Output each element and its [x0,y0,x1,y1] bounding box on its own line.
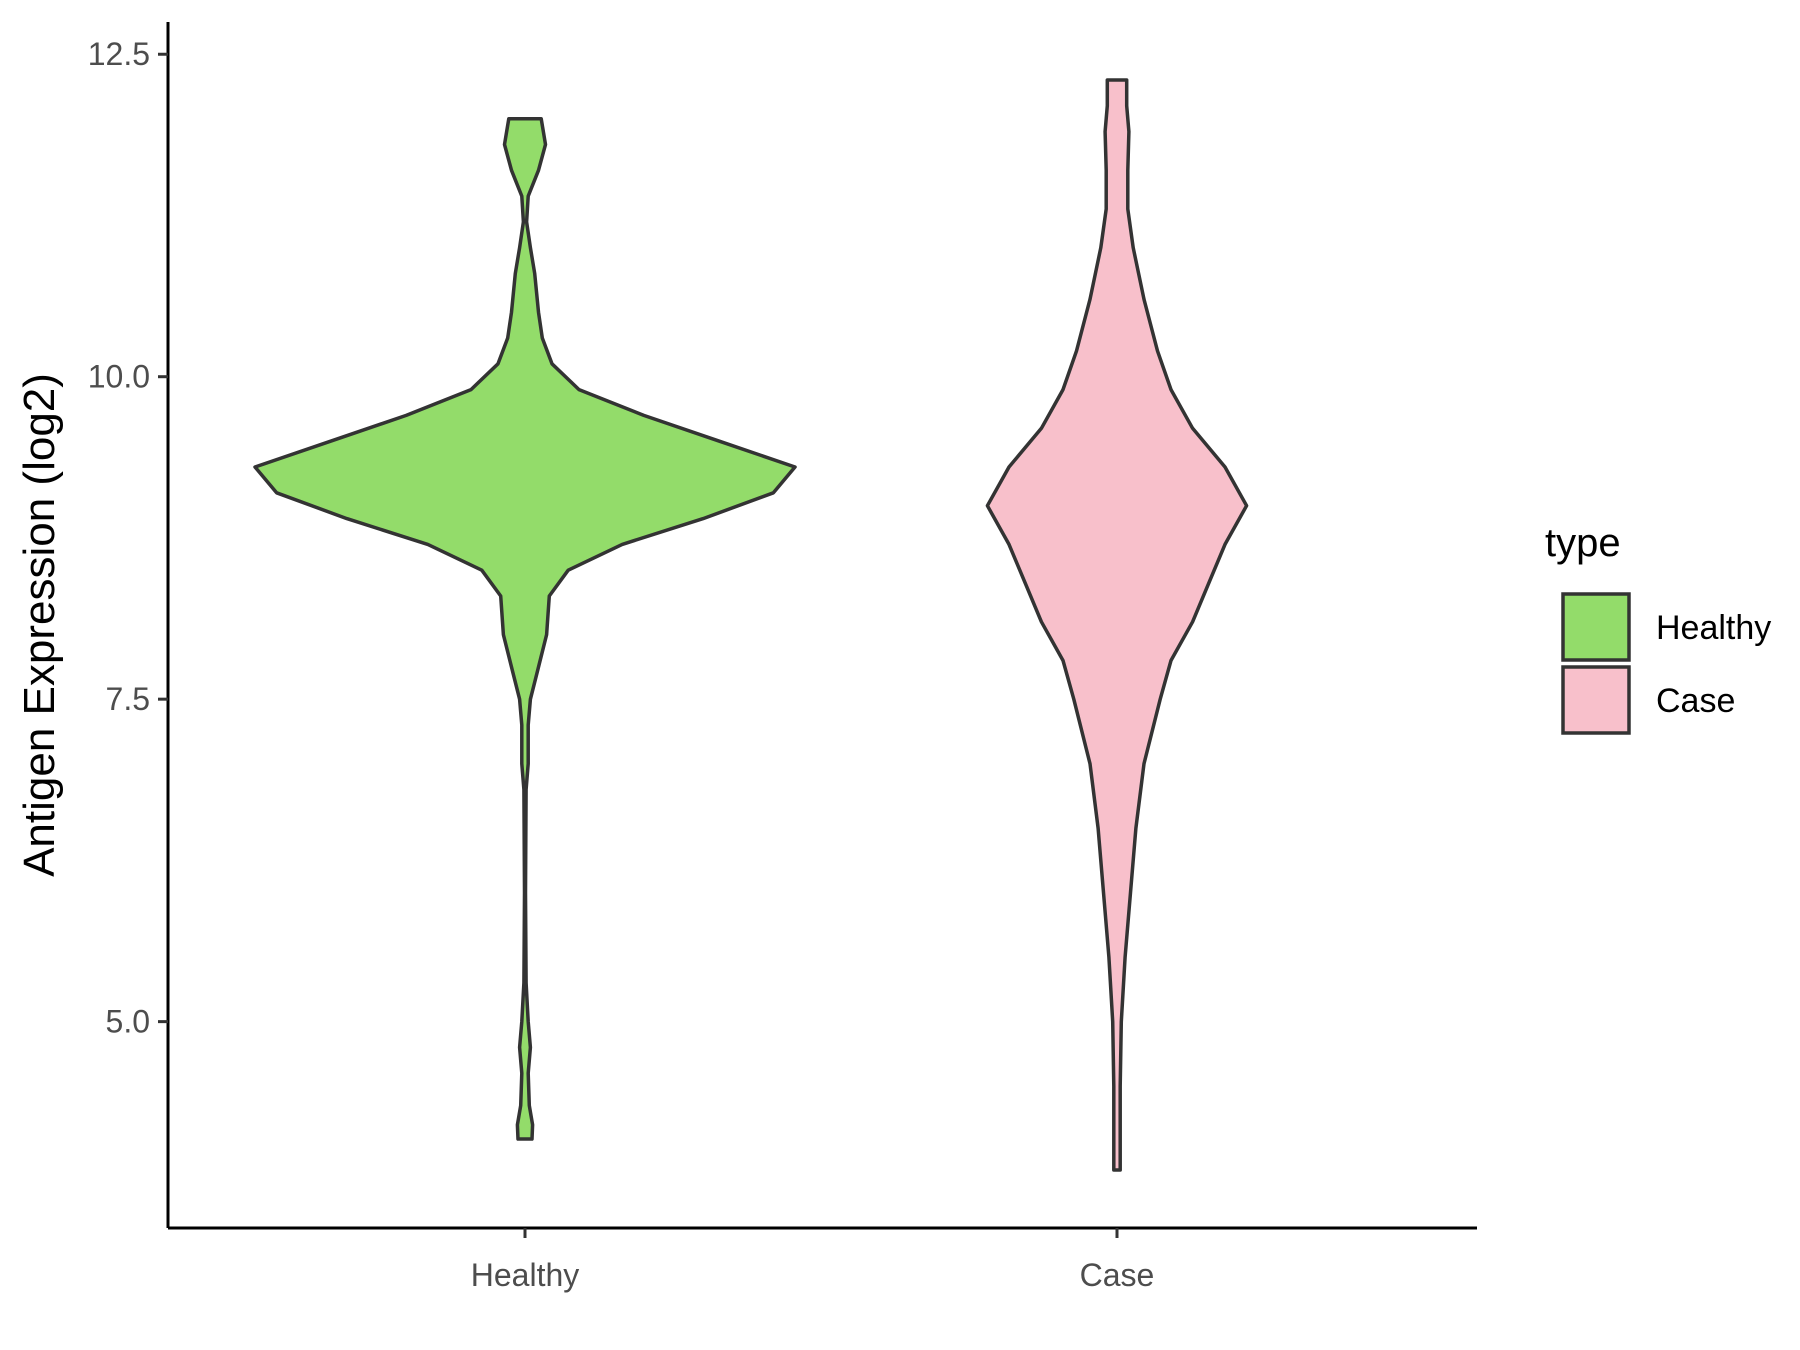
x-ticks: Healthy Case [471,1228,1155,1293]
y-tick-label: 10.0 [88,359,150,395]
legend-label-case: Case [1656,682,1735,720]
x-tick-label-case: Case [1080,1257,1155,1293]
violin-healthy [253,116,797,1141]
x-tick-label-healthy: Healthy [471,1257,580,1293]
y-tick-label: 7.5 [106,681,150,717]
legend-key-case [1561,665,1631,735]
violin-layer [253,78,1249,1172]
legend-title: type [1545,521,1621,565]
violin-case [985,78,1249,1172]
axes [166,22,1477,1230]
legend: type Healthy Case [1545,521,1771,735]
y-axis-title: Antigen Expression (log2) [15,373,64,877]
y-tick-label: 5.0 [106,1004,150,1040]
legend-label-healthy: Healthy [1656,609,1771,647]
legend-key-healthy [1561,592,1631,662]
y-ticks: 5.0 7.5 10.0 12.5 [88,36,168,1040]
y-tick-label: 12.5 [88,36,150,72]
